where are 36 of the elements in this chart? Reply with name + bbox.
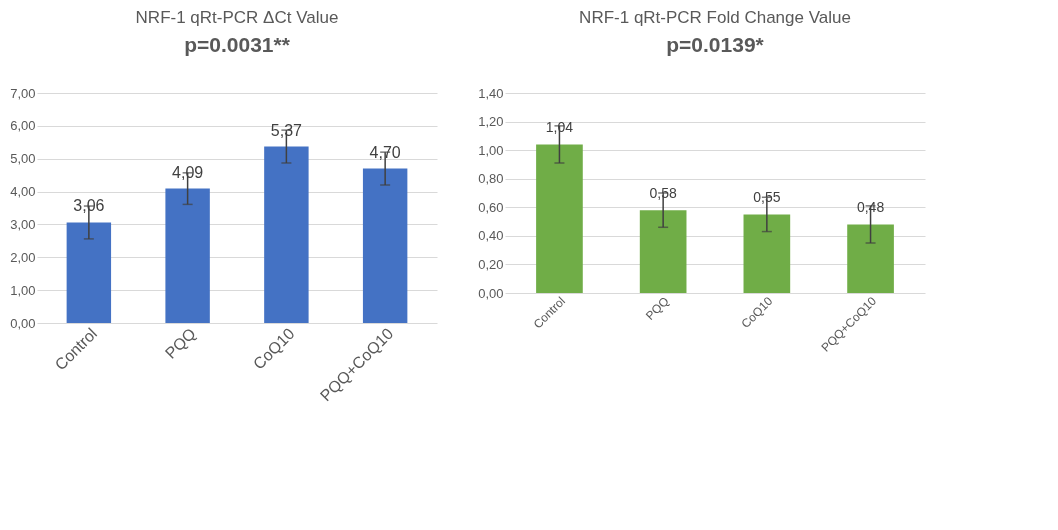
bar	[536, 144, 583, 293]
bar	[743, 214, 791, 293]
y-tick-label: 0,00	[10, 315, 36, 331]
chart-subtitle: p=0.0139*	[666, 33, 765, 56]
chart-subtitle: p=0.0031**	[184, 33, 291, 56]
y-tick-label: 1,20	[478, 114, 504, 130]
y-tick-label: 1,00	[478, 142, 504, 158]
data-label: 0,58	[649, 185, 677, 202]
y-tick-label: 0,00	[478, 285, 504, 301]
bar	[639, 210, 687, 293]
y-tick-label: 0,40	[478, 228, 504, 244]
data-label: 1,04	[545, 119, 574, 136]
y-tick-label: 1,40	[478, 85, 504, 101]
y-tick-label: 2,00	[10, 249, 36, 265]
bar	[165, 188, 210, 323]
data-label: 0,48	[856, 199, 885, 216]
y-tick-label: 0,80	[478, 171, 504, 187]
y-tick-label: 5,00	[10, 151, 36, 167]
y-tick-label: 0,20	[478, 256, 504, 272]
bar	[264, 146, 309, 323]
data-label: 0,55	[753, 189, 781, 206]
chart-title: NRF-1 qRt-PCR Fold Change Value	[579, 8, 851, 27]
y-tick-label: 6,00	[10, 118, 36, 134]
data-label: 4,70	[369, 143, 401, 161]
bar	[362, 168, 408, 323]
bar	[66, 222, 112, 323]
y-tick-label: 0,60	[478, 199, 504, 215]
data-label: 5,37	[270, 121, 303, 139]
chart-title: NRF-1 qRt-PCR ΔCt Value	[135, 8, 339, 27]
bar	[847, 224, 894, 293]
data-label: 4,09	[172, 163, 204, 181]
y-tick-label: 1,00	[10, 282, 36, 298]
y-tick-label: 3,00	[10, 216, 36, 232]
y-tick-label: 7,00	[10, 85, 36, 101]
data-label: 3,06	[73, 197, 105, 215]
y-tick-label: 4,00	[10, 184, 36, 200]
